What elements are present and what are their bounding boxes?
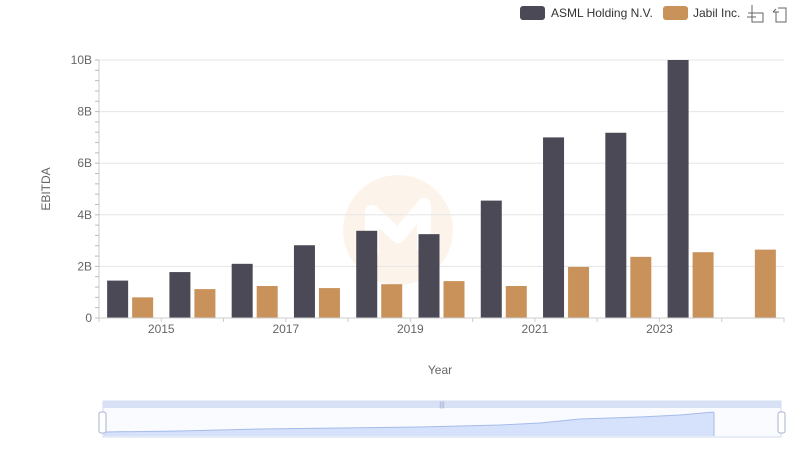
bar-jabil-2017[interactable] bbox=[318, 288, 340, 318]
bar-jabil-2024[interactable] bbox=[754, 249, 776, 318]
bar-jabil-2016[interactable] bbox=[256, 286, 278, 318]
bar-asml-2018[interactable] bbox=[356, 230, 378, 318]
x-tick-label: 2021 bbox=[522, 322, 549, 336]
data-zoom-slider[interactable]: ||| bbox=[98, 400, 786, 438]
axes: 0 2B 4B 6B 8B 10B 2015 2017 2019 2021 2023 bbox=[71, 53, 785, 336]
zoom-select-icon[interactable] bbox=[747, 5, 764, 23]
y-tick-label: 10B bbox=[71, 53, 92, 67]
legend-item-jabil[interactable]: Jabil Inc. bbox=[663, 6, 740, 20]
bar-asml-2016[interactable] bbox=[231, 263, 253, 318]
y-axis-title: EBITDA bbox=[39, 167, 53, 210]
bar-asml-2023[interactable] bbox=[667, 60, 689, 318]
bar-jabil-2015[interactable] bbox=[194, 289, 216, 318]
y-tick-label: 0 bbox=[85, 311, 92, 325]
slider-preview-line bbox=[103, 411, 715, 433]
y-tick-label: 2B bbox=[77, 259, 92, 273]
bar-jabil-2023[interactable] bbox=[692, 252, 714, 318]
bar-jabil-2021[interactable] bbox=[568, 266, 590, 318]
x-tick-label: 2023 bbox=[646, 322, 673, 336]
bar-asml-2015[interactable] bbox=[169, 272, 191, 318]
y-tick-label: 4B bbox=[77, 208, 92, 222]
bar-jabil-2018[interactable] bbox=[381, 284, 403, 318]
bars bbox=[107, 60, 776, 318]
bar-asml-2017[interactable] bbox=[293, 245, 315, 318]
legend-swatch-asml bbox=[520, 6, 545, 20]
bar-asml-2020[interactable] bbox=[480, 200, 502, 318]
legend-label-jabil: Jabil Inc. bbox=[693, 6, 740, 20]
x-tick-label: 2015 bbox=[148, 322, 175, 336]
legend-label-asml: ASML Holding N.V. bbox=[551, 6, 653, 20]
slider-right-handle[interactable] bbox=[777, 411, 786, 434]
slider-preview-area bbox=[104, 412, 714, 436]
y-tick-label: 6B bbox=[77, 156, 92, 170]
bar-jabil-2022[interactable] bbox=[630, 256, 652, 318]
slider-left-handle[interactable] bbox=[98, 411, 107, 434]
bar-asml-2022[interactable] bbox=[605, 132, 627, 318]
legend-swatch-jabil bbox=[663, 6, 688, 20]
slider-grip-icon: ||| bbox=[439, 402, 445, 409]
x-axis-title: Year bbox=[428, 363, 452, 377]
bar-jabil-2019[interactable] bbox=[443, 281, 465, 318]
bar-asml-2019[interactable] bbox=[418, 234, 440, 318]
x-tick-label: 2017 bbox=[272, 322, 299, 336]
bar-jabil-2014[interactable] bbox=[132, 297, 154, 318]
y-tick-label: 8B bbox=[77, 105, 92, 119]
bar-asml-2014[interactable] bbox=[107, 280, 129, 318]
bar-asml-2021[interactable] bbox=[543, 137, 565, 318]
legend-item-asml[interactable]: ASML Holding N.V. bbox=[520, 6, 653, 20]
x-tick-label: 2019 bbox=[397, 322, 424, 336]
bar-jabil-2020[interactable] bbox=[505, 286, 527, 318]
slider-move-handle[interactable] bbox=[103, 401, 781, 408]
reset-zoom-icon[interactable] bbox=[772, 7, 787, 23]
legend: ASML Holding N.V. Jabil Inc. bbox=[520, 6, 740, 20]
